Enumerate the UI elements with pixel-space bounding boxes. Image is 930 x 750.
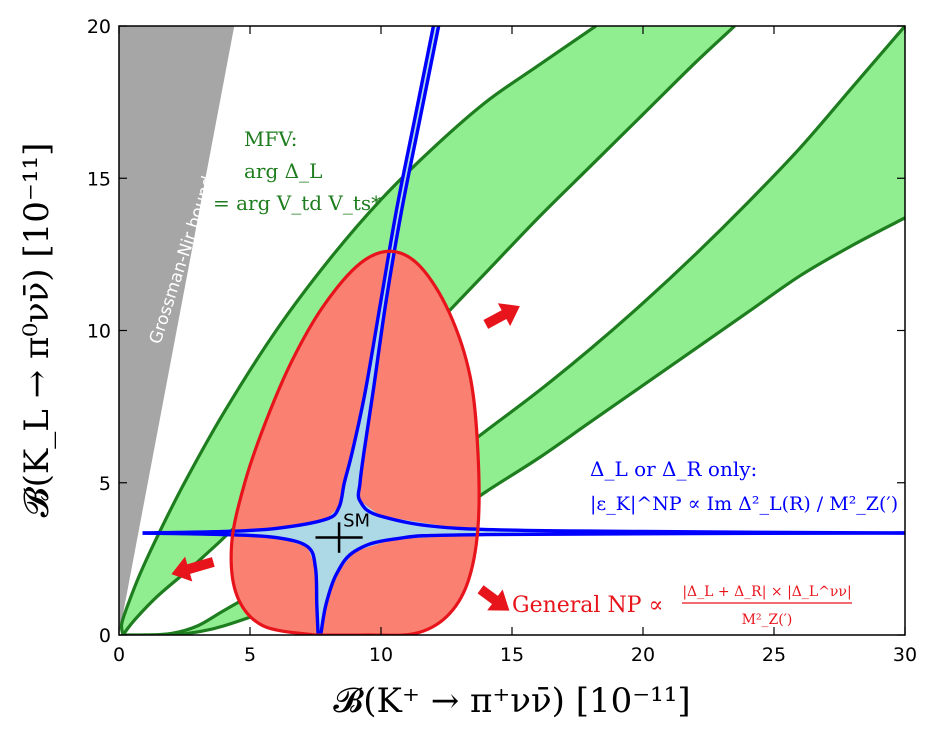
- y-axis-label: 𝓑(K_L → π⁰νν̄) [10⁻¹¹]: [17, 143, 57, 518]
- x-axis-label: 𝓑(K⁺ → π⁺νν̄) [10⁻¹¹]: [333, 681, 690, 721]
- y-tick-label: 10: [87, 321, 111, 343]
- down-left-arrow: [171, 556, 215, 582]
- up-right-arrow: [483, 303, 520, 329]
- down-right-arrow: [477, 585, 510, 611]
- y-tick-label: 15: [87, 168, 111, 190]
- mfv-label-line-2: arg Δ_L: [244, 159, 322, 183]
- general-np-outline: [229, 249, 481, 635]
- general-np-label: General NP ∝: [512, 593, 663, 618]
- y-tick-label: 0: [99, 625, 111, 647]
- delta-only-lower-arm-right-curve: [319, 531, 905, 635]
- x-tick-label: 10: [369, 644, 393, 666]
- delta-only-label-line2: |ε_K|^NP ∝ Im Δ²_L(R) / M²_Z(′): [590, 493, 898, 515]
- x-tick-label: 15: [500, 644, 524, 666]
- x-tick-label: 25: [762, 644, 786, 666]
- y-tick-label: 5: [99, 473, 111, 495]
- axes-ticks: 0 5 10 15 20 25 30 0 5 10 15 20: [87, 16, 917, 666]
- x-tick-label: 20: [631, 644, 655, 666]
- x-tick-label: 5: [244, 644, 256, 666]
- x-tick-label: 0: [113, 644, 125, 666]
- y-tick-label: 20: [87, 16, 111, 38]
- mfv-right-band-outer-edge: [122, 26, 905, 635]
- grossman-nir-region: [119, 26, 235, 635]
- general-np-fraction-numerator: |Δ_L + Δ_R| × |Δ_L^νν|: [682, 584, 851, 600]
- delta-only-lower-arm-left-curve: [142, 531, 320, 635]
- mfv-left-band-outer-edge: [119, 26, 597, 635]
- sm-label: SM: [343, 510, 370, 531]
- x-tick-label: 30: [893, 644, 917, 666]
- delta-only-label-line1: Δ_L or Δ_R only:: [590, 457, 757, 481]
- mfv-label-line-3: = arg V_td V_ts*: [213, 191, 381, 215]
- general-np-fraction-denominator: M²_Z(′): [742, 612, 793, 628]
- mfv-label-line-1: MFV:: [244, 127, 298, 151]
- delta-only-upper-arm-right-curve: [356, 26, 905, 535]
- delta-only-upper-arm-left-curve: [142, 26, 436, 535]
- plot-area: [119, 26, 905, 635]
